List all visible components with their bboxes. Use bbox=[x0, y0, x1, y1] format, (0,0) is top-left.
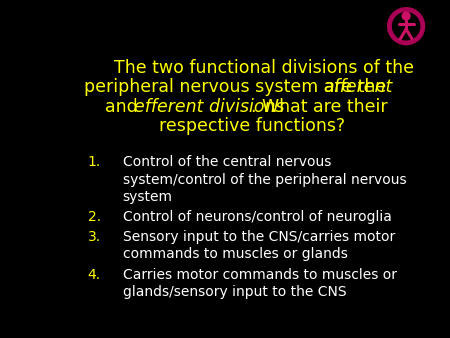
Text: system/control of the peripheral nervous: system/control of the peripheral nervous bbox=[122, 172, 406, 187]
Text: Control of the central nervous: Control of the central nervous bbox=[122, 155, 331, 169]
Text: The two functional divisions of the: The two functional divisions of the bbox=[114, 59, 414, 77]
Text: respective functions?: respective functions? bbox=[158, 117, 345, 136]
Text: 3.: 3. bbox=[88, 230, 101, 244]
Text: afferent: afferent bbox=[323, 78, 392, 96]
Circle shape bbox=[402, 12, 410, 20]
Text: Control of neurons/control of neuroglia: Control of neurons/control of neuroglia bbox=[122, 210, 392, 224]
Text: and: and bbox=[104, 98, 143, 116]
Text: 1.: 1. bbox=[88, 155, 101, 169]
Text: 2.: 2. bbox=[88, 210, 101, 224]
Text: . What are their: . What are their bbox=[251, 98, 387, 116]
Text: system: system bbox=[122, 190, 172, 204]
Text: commands to muscles or glands: commands to muscles or glands bbox=[122, 247, 347, 262]
Text: Sensory input to the CNS/carries motor: Sensory input to the CNS/carries motor bbox=[122, 230, 395, 244]
Text: Carries motor commands to muscles or: Carries motor commands to muscles or bbox=[122, 267, 396, 282]
Text: glands/sensory input to the CNS: glands/sensory input to the CNS bbox=[122, 285, 346, 299]
Text: peripheral nervous system are the: peripheral nervous system are the bbox=[85, 78, 392, 96]
Text: 4.: 4. bbox=[88, 267, 101, 282]
Circle shape bbox=[392, 13, 420, 40]
Circle shape bbox=[387, 8, 425, 45]
Text: efferent divisions: efferent divisions bbox=[134, 98, 285, 116]
